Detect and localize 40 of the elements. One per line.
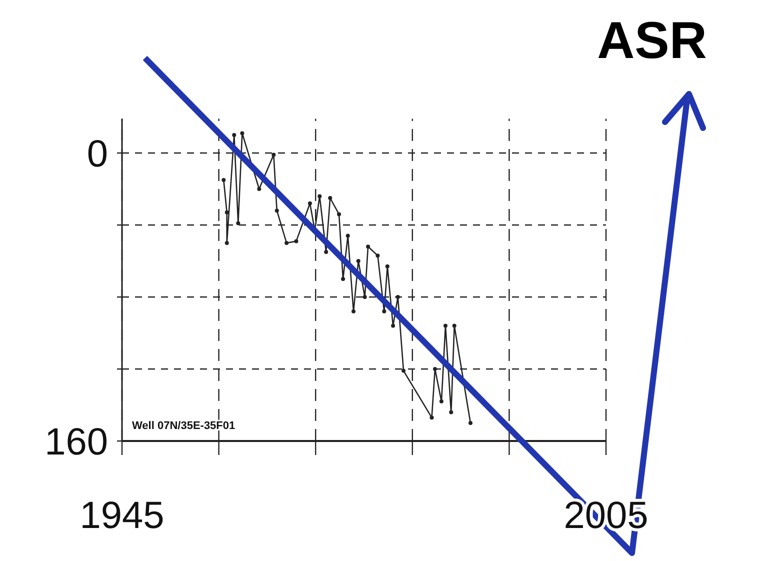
point	[318, 194, 322, 198]
point	[240, 131, 244, 136]
y-tick-label: 160	[44, 421, 108, 464]
point	[356, 259, 360, 263]
point	[382, 309, 386, 314]
point	[236, 221, 240, 226]
point	[391, 324, 396, 328]
point	[430, 416, 434, 420]
x-tick-label: 1945	[80, 495, 164, 537]
point	[352, 309, 356, 314]
point	[232, 133, 236, 137]
point	[284, 241, 289, 245]
point	[396, 295, 400, 299]
point	[224, 210, 229, 214]
point	[257, 187, 262, 191]
point	[274, 208, 279, 213]
point	[449, 410, 454, 414]
point	[362, 295, 367, 299]
y-tick-label: 0	[86, 133, 108, 176]
point	[402, 368, 406, 373]
point	[324, 250, 328, 254]
annotation: Well 07N/35E-35F01	[132, 420, 236, 432]
point	[308, 201, 312, 206]
point	[385, 264, 390, 268]
point	[366, 244, 370, 249]
point	[224, 241, 229, 245]
point	[328, 196, 332, 200]
point	[341, 277, 346, 281]
text: ASR	[597, 12, 707, 70]
point	[294, 239, 298, 244]
point	[443, 324, 448, 328]
point	[468, 421, 472, 425]
point	[346, 234, 350, 238]
point	[439, 399, 444, 404]
point	[432, 367, 437, 371]
point	[336, 212, 341, 216]
point	[452, 324, 456, 328]
point	[222, 178, 226, 182]
point	[376, 254, 380, 258]
point	[272, 152, 276, 157]
